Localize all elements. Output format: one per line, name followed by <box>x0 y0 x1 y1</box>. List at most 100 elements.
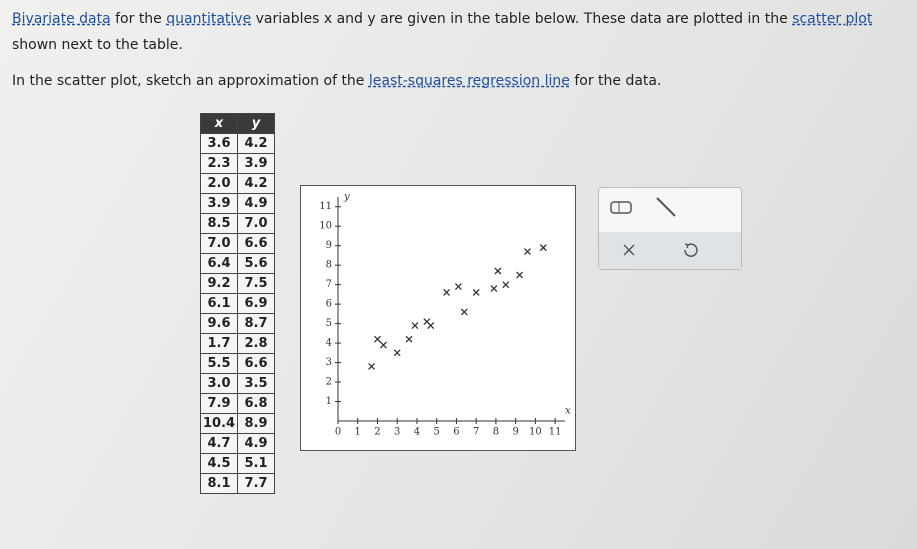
term-link[interactable]: Bivariate data <box>12 11 111 27</box>
table-cell: 6.6 <box>237 233 275 254</box>
table-cell: 4.9 <box>237 193 275 214</box>
y-tick-label: 1 <box>326 396 332 407</box>
table-row: 3.9 4.9 <box>200 193 275 214</box>
text-segment: for the data. <box>569 73 662 89</box>
y-tick-label: 11 <box>319 201 332 212</box>
x-tick-label: 4 <box>414 427 420 438</box>
data-point <box>454 283 462 291</box>
x-tick-label: 10 <box>529 427 542 438</box>
data-point <box>502 281 510 289</box>
table-row: 9.6 8.7 <box>200 313 275 334</box>
eraser-tool[interactable] <box>610 201 632 214</box>
table-cell: 6.1 <box>200 293 238 314</box>
y-tick-label: 9 <box>326 240 332 251</box>
table-cell: 9.2 <box>200 273 238 294</box>
term-link[interactable]: scatter plot <box>792 11 873 27</box>
table-cell: 7.5 <box>237 273 275 294</box>
x-tick-label: 11 <box>549 427 562 438</box>
tool-icons <box>599 197 741 269</box>
table-cell: 6.4 <box>200 253 238 274</box>
y-axis-label: y <box>343 192 350 203</box>
instructions: Bivariate data for the quantitative vari… <box>12 6 912 104</box>
table-row: 9.2 7.5 <box>200 273 275 294</box>
paragraph: In the scatter plot, sketch an approxima… <box>12 68 912 94</box>
y-tick-label: 3 <box>326 357 332 368</box>
table-cell: 7.7 <box>237 473 275 494</box>
table-cell: 7.0 <box>237 213 275 234</box>
x-tick-label: 5 <box>434 427 440 438</box>
table-row: 8.5 7.0 <box>200 213 275 234</box>
table-cell: 7.9 <box>200 393 238 414</box>
y-tick-label: 10 <box>319 221 332 232</box>
table-cell: 6.9 <box>237 293 275 314</box>
table-cell: 8.7 <box>237 313 275 334</box>
data-point <box>368 363 376 370</box>
table-cell: 5.1 <box>237 453 275 474</box>
plot-frame <box>300 185 576 451</box>
text-segment: variables x and y are given in the table… <box>251 11 793 27</box>
table-cell: 2.3 <box>200 153 238 174</box>
table-cell: 4.5 <box>200 453 238 474</box>
text-segment: In the scatter plot, sketch an approxima… <box>12 73 369 89</box>
clear-button[interactable] <box>623 244 635 256</box>
data-point <box>393 349 401 357</box>
term-link[interactable]: quantitative <box>166 11 252 27</box>
data-point <box>405 335 413 343</box>
table-row: 1.7 2.8 <box>200 333 275 354</box>
table-cell: 1.7 <box>200 333 238 354</box>
table-row: 7.9 6.8 <box>200 393 275 414</box>
table-row: 4.7 4.9 <box>200 433 275 454</box>
paragraph: Bivariate data for the quantitative vari… <box>12 6 912 58</box>
line-tool[interactable] <box>656 197 676 217</box>
table-cell: 6.8 <box>237 393 275 414</box>
header-cell: x <box>200 113 238 134</box>
y-tick-label: 7 <box>326 279 332 290</box>
table-row: 10.4 8.9 <box>200 413 275 434</box>
y-tick-label: 4 <box>326 338 332 349</box>
table-row: 2.3 3.9 <box>200 153 275 174</box>
tool-panel <box>598 187 742 270</box>
table-cell: 8.1 <box>200 473 238 494</box>
data-point <box>524 248 531 255</box>
table-cell: 8.9 <box>237 413 275 434</box>
x-tick-label: 3 <box>394 427 400 438</box>
table-row: 8.1 7.7 <box>200 473 275 494</box>
text-segment: shown next to the table. <box>12 37 183 53</box>
table-cell: 3.5 <box>237 373 275 394</box>
y-tick-label: 2 <box>326 377 332 388</box>
table-cell: 9.6 <box>200 313 238 334</box>
y-tick-label: 8 <box>326 260 332 271</box>
data-point <box>516 271 524 279</box>
table-row: 7.0 6.6 <box>200 233 275 254</box>
data-point <box>494 267 502 275</box>
table-row: 6.1 6.9 <box>200 293 275 314</box>
table-row: 2.0 4.2 <box>200 173 275 194</box>
term-link[interactable]: least-squares regression line <box>368 73 570 89</box>
table-cell: 10.4 <box>200 413 238 434</box>
table-cell: 7.0 <box>200 233 238 254</box>
table-row: 3.6 4.2 <box>200 133 275 154</box>
data-point <box>539 244 547 252</box>
table-cell: 3.9 <box>237 153 275 174</box>
data-point <box>472 288 480 296</box>
data-point <box>490 285 498 293</box>
y-tick-label: 6 <box>326 299 332 310</box>
table-cell: 5.6 <box>237 253 275 274</box>
table-row: 5.5 6.6 <box>200 353 275 374</box>
undo-button[interactable] <box>684 243 698 257</box>
data-table: x y 3.6 4.2 2.3 3.9 2.0 4.2 3.9 4.9 8.5 7.0 7.0 6.6 6.… <box>200 113 275 494</box>
text-segment: for the <box>110 11 167 27</box>
x-tick-label: 2 <box>374 427 380 438</box>
x-tick-label: 1 <box>355 427 361 438</box>
x-tick-label: 9 <box>512 427 518 438</box>
table-cell: 4.9 <box>237 433 275 454</box>
x-tick-label: 7 <box>473 427 479 438</box>
header-cell: y <box>237 113 275 134</box>
table-cell: 2.8 <box>237 333 275 354</box>
data-point <box>411 322 419 330</box>
table-cell: 3.9 <box>200 193 238 214</box>
table-cell: 6.6 <box>237 353 275 374</box>
